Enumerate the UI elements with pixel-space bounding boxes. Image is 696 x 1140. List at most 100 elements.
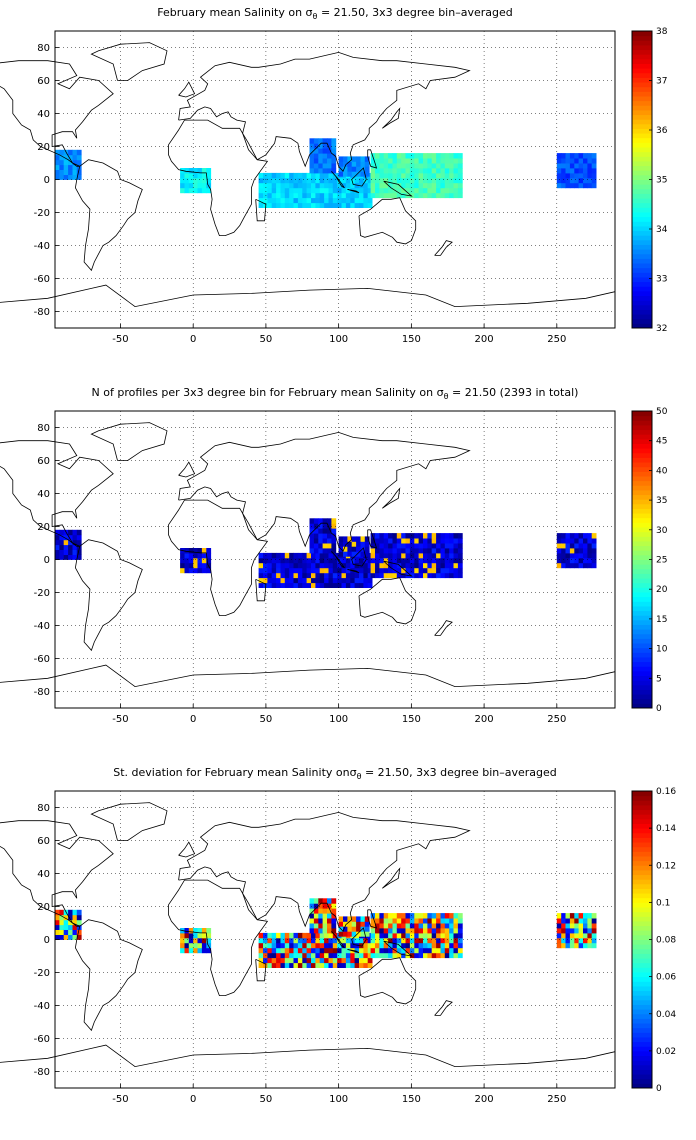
colorbar-segment <box>632 647 652 653</box>
bin-cell <box>280 197 286 204</box>
bin-cell <box>322 533 328 539</box>
colorbar-segment <box>632 286 652 292</box>
bin-cell <box>583 172 588 179</box>
bin-cell <box>565 172 571 179</box>
bin-cell <box>569 163 575 169</box>
bin-cell <box>436 947 441 954</box>
bin-cell <box>311 197 316 204</box>
bin-cell <box>383 187 389 194</box>
x-tick-label: 200 <box>475 714 494 725</box>
bin-cell <box>337 962 342 968</box>
bin-cell <box>556 533 562 539</box>
bin-cell <box>436 913 441 919</box>
bin-cell <box>440 923 446 929</box>
coastline <box>434 620 453 636</box>
bin-cell <box>431 153 437 159</box>
colorbar-segment <box>632 1018 652 1024</box>
bin-cell <box>392 548 398 554</box>
colorbar-segment <box>632 35 652 41</box>
bin-cell <box>293 182 299 189</box>
bin-cell <box>388 942 393 949</box>
bin-cell <box>271 202 277 208</box>
bin-cell <box>569 552 575 559</box>
bin-cell <box>392 533 398 539</box>
colorbar-segment <box>632 578 652 584</box>
bin-cell <box>388 557 393 564</box>
bin-cell <box>315 947 321 954</box>
bin-cell <box>569 182 575 189</box>
bin-cell <box>306 202 312 208</box>
bin-cell <box>401 947 406 954</box>
bin-cell <box>315 942 321 949</box>
bin-cell <box>289 562 294 569</box>
bin-cell <box>315 192 321 199</box>
bin-cell <box>338 916 344 922</box>
bin-cell <box>453 557 459 564</box>
bin-cell <box>396 567 402 574</box>
bin-cell <box>350 957 356 964</box>
colorbar-segment <box>632 888 652 894</box>
bin-cell <box>444 158 450 164</box>
bin-cell <box>59 154 65 161</box>
colorbar-segment <box>632 930 652 936</box>
bin-cell <box>375 567 380 574</box>
bin-cell <box>284 567 290 574</box>
bin-cell <box>280 582 286 588</box>
bin-cell <box>418 177 424 184</box>
bin-cell <box>444 168 450 174</box>
bin-cell <box>327 143 332 149</box>
bin-cell <box>350 962 356 968</box>
colorbar-segment <box>632 554 652 560</box>
bin-cell <box>569 918 575 924</box>
bin-cell <box>284 562 290 569</box>
map-axes-frame <box>54 790 616 1089</box>
bin-cell <box>370 158 376 164</box>
bin-cell <box>302 202 308 208</box>
colorbar-segment <box>632 151 652 157</box>
bin-cell <box>68 549 73 555</box>
bin-cell <box>427 913 433 919</box>
bin-cell <box>574 923 580 929</box>
colorbar-segment <box>632 160 652 167</box>
colorbar-tick-label: 5 <box>656 674 662 684</box>
bin-cell <box>350 202 356 208</box>
bin-cell <box>319 562 325 569</box>
colorbar-segment <box>632 893 652 899</box>
bin-cell <box>184 937 190 944</box>
bin-cell <box>188 562 194 569</box>
bin-cell <box>569 168 575 174</box>
bin-cell <box>414 567 420 574</box>
bin-cell <box>201 552 207 559</box>
bin-cell <box>345 942 351 949</box>
bin-cell <box>311 557 316 564</box>
bin-cell <box>457 947 463 954</box>
bin-cell <box>180 942 185 949</box>
bin-cell <box>184 562 190 569</box>
bin-cell <box>401 572 406 579</box>
bin-cell <box>427 918 433 924</box>
bin-cell <box>55 154 60 161</box>
bin-cell <box>423 552 428 559</box>
bin-cell <box>331 163 337 169</box>
colorbar-segment <box>632 958 652 964</box>
colorbar-segment <box>632 846 652 852</box>
bin-cell <box>363 962 369 968</box>
bin-cell <box>309 153 315 159</box>
bin-cell <box>414 533 420 539</box>
bin-cell <box>319 187 325 194</box>
coastline <box>331 171 345 189</box>
bin-cell <box>331 523 337 529</box>
bin-cell <box>347 166 353 172</box>
bin-cell <box>449 928 454 934</box>
bin-cell <box>68 529 73 536</box>
y-tick-label: -40 <box>34 1001 50 1012</box>
bin-cell <box>263 572 268 579</box>
bin-cell <box>350 182 356 189</box>
bin-cell <box>201 937 207 944</box>
bin-cell <box>583 158 588 164</box>
bin-cell <box>457 913 463 919</box>
colorbar-segment <box>632 522 652 528</box>
bin-cell <box>565 533 571 539</box>
bin-cell <box>341 582 347 588</box>
bin-cell <box>436 548 441 554</box>
